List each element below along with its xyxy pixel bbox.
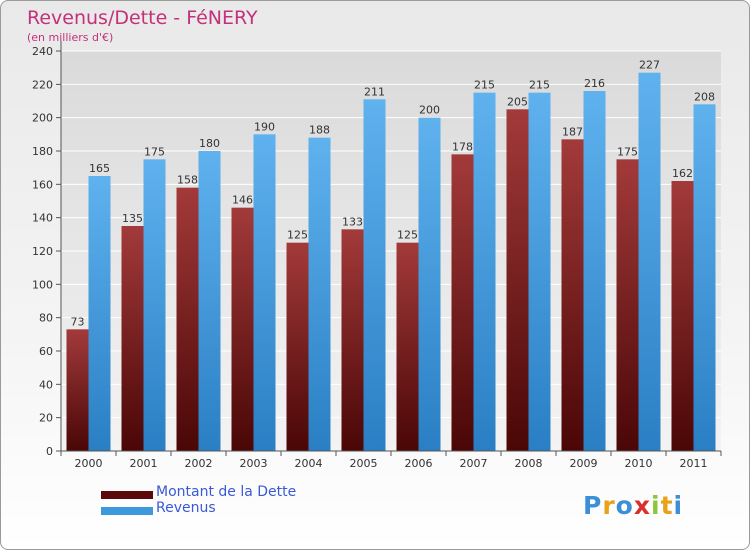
bar-revenus [88,176,111,451]
bar-revenus [308,137,331,451]
y-tick-label: 60 [39,345,53,358]
bar-revenus [693,104,716,451]
y-tick-label: 160 [32,178,53,191]
y-tick-label: 80 [39,312,53,325]
bar-dette [121,226,144,451]
bar-revenus [638,72,661,452]
bar-revenus [198,151,221,451]
bar-value-label: 187 [562,125,583,138]
x-tick-label: 2009 [570,457,598,470]
x-tick-label: 2001 [130,457,158,470]
x-tick-label: 2006 [405,457,433,470]
bar-dette [286,242,309,451]
bar-dette [451,154,474,452]
bar-value-label: 190 [254,120,275,133]
bar-value-label: 125 [287,229,308,242]
bar-value-label: 205 [507,95,528,108]
y-tick-label: 240 [32,45,53,58]
bar-value-label: 146 [232,194,253,207]
logo-letter: o [615,491,634,520]
bar-value-label: 125 [397,229,418,242]
y-tick-label: 220 [32,78,53,91]
bar-dette [396,242,419,451]
bar-revenus [253,134,276,452]
proxiti-logo: Proxiti [583,491,683,520]
x-tick-label: 2010 [625,457,653,470]
bar-value-label: 215 [529,79,550,92]
bar-value-label: 188 [309,124,330,137]
bar-revenus [473,92,496,452]
bar-value-label: 175 [144,145,165,158]
x-tick-label: 2007 [460,457,488,470]
bar-value-label: 200 [419,104,440,117]
logo-letter: i [673,491,684,520]
legend-label-dette: Montant de la Dette [156,484,297,500]
bar-value-label: 180 [199,137,220,150]
logo-letter: i [651,491,661,520]
bar-revenus [528,92,551,452]
bar-value-label: 216 [584,77,605,90]
x-tick-label: 2000 [75,457,103,470]
x-tick-label: 2002 [185,457,213,470]
bar-value-label: 215 [474,79,495,92]
legend-swatch-revenus [101,507,153,515]
bar-dette [561,139,584,452]
bar-value-label: 73 [71,315,85,328]
chart-title: Revenus/Dette - FéNERY [27,7,258,29]
bar-value-label: 165 [89,162,110,175]
bar-dette [231,207,254,451]
bar-value-label: 162 [672,167,693,180]
bar-revenus [363,99,386,451]
logo-letter: r [602,491,616,520]
chart-subtitle: (en milliers d'€) [27,31,114,44]
bar-value-label: 133 [342,215,363,228]
bar-dette [176,187,199,451]
y-tick-label: 0 [46,445,53,458]
bar-revenus [418,117,441,452]
bar-revenus [583,91,606,451]
bar-value-label: 208 [694,90,715,103]
logo-letter: P [583,491,603,520]
bar-value-label: 158 [177,174,198,187]
bar-value-label: 227 [639,59,660,72]
bar-dette [671,181,694,451]
x-tick-label: 2005 [350,457,378,470]
y-tick-label: 20 [39,412,53,425]
logo-letter: x [633,491,651,520]
x-tick-label: 2003 [240,457,268,470]
y-tick-label: 120 [32,245,53,258]
bar-value-label: 211 [364,85,385,98]
bar-dette [506,109,529,451]
x-tick-label: 2008 [515,457,543,470]
bar-value-label: 135 [122,212,143,225]
y-tick-label: 180 [32,145,53,158]
y-tick-label: 140 [32,212,53,225]
bar-dette [616,159,639,452]
logo-letter: t [660,491,674,520]
bar-value-label: 178 [452,140,473,153]
x-tick-label: 2004 [295,457,323,470]
bar-revenus [143,159,166,452]
legend-label-revenus: Revenus [156,500,216,516]
legend-swatch-dette [101,491,153,499]
y-tick-label: 200 [32,112,53,125]
y-tick-label: 100 [32,278,53,291]
x-tick-label: 2011 [680,457,708,470]
bar-dette [66,329,89,451]
bar-value-label: 175 [617,145,638,158]
y-tick-label: 40 [39,378,53,391]
bar-dette [341,229,364,451]
